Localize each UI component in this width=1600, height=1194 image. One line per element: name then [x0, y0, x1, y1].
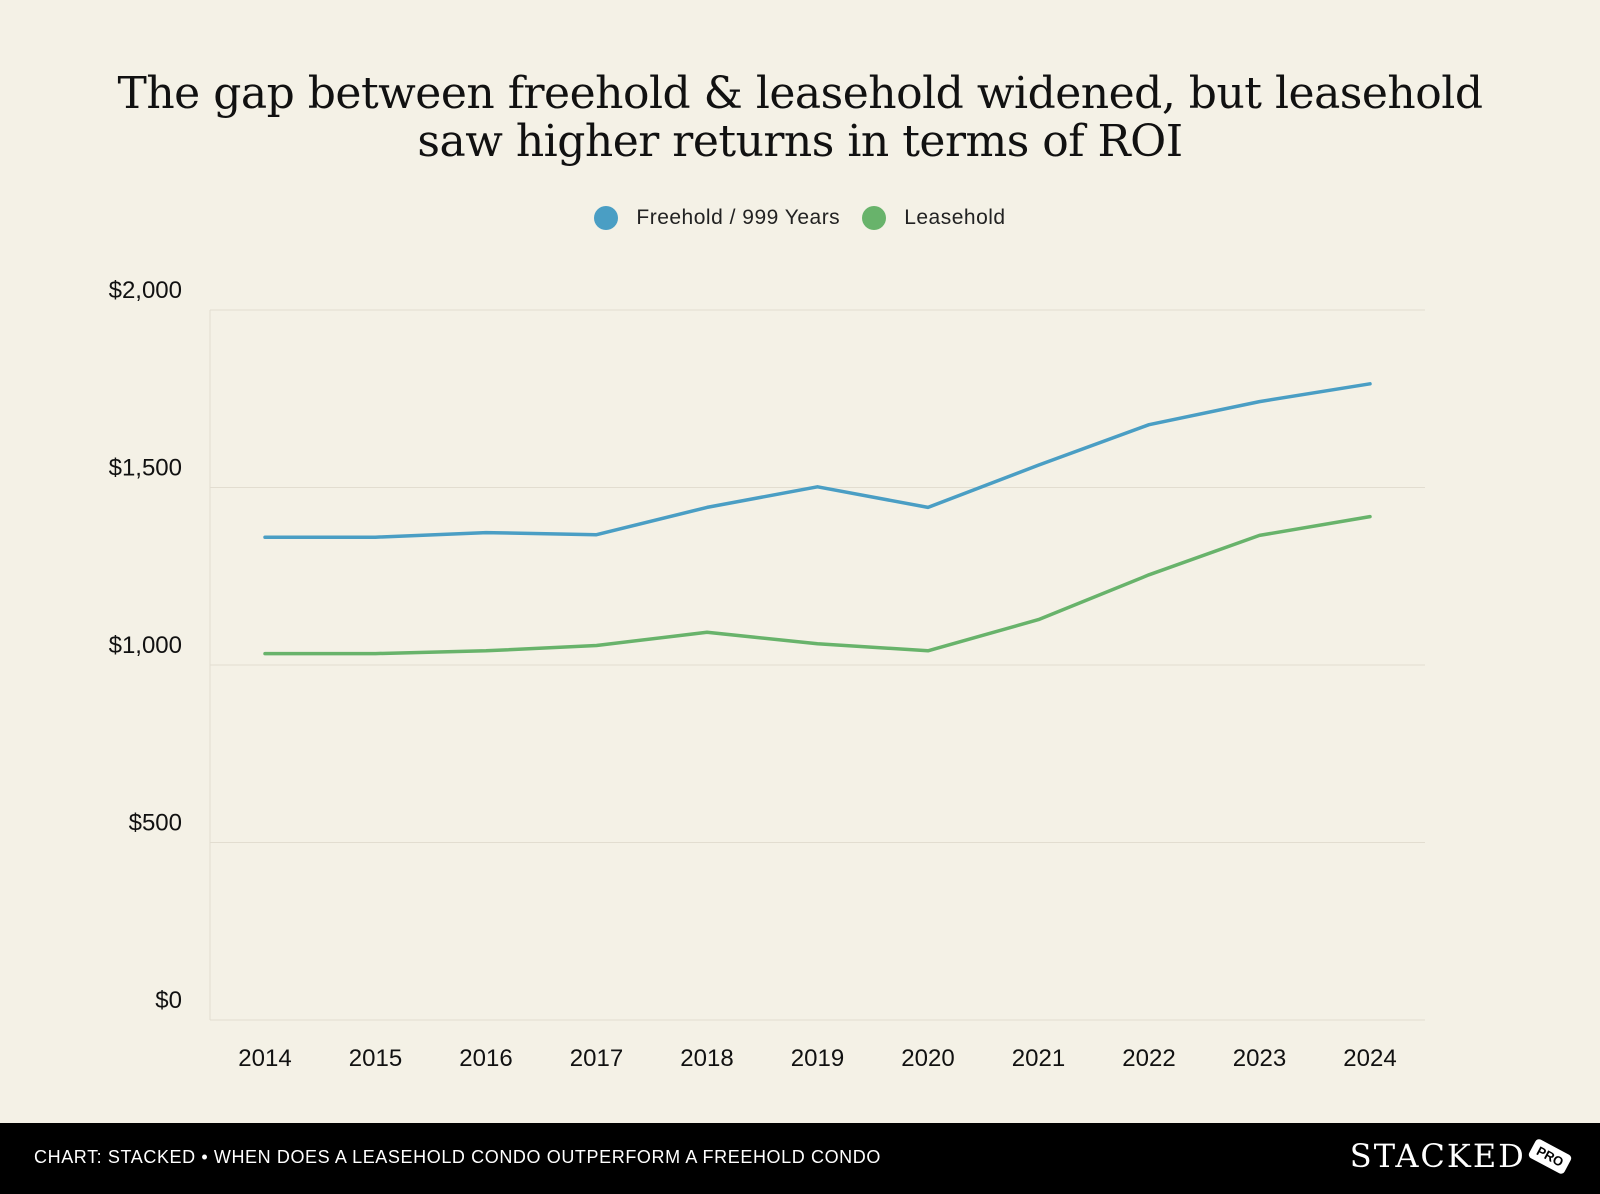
x-tick-label: 2022 — [1122, 1045, 1175, 1072]
y-tick-label: $1,500 — [109, 455, 182, 482]
y-tick-label: $2,000 — [109, 277, 182, 304]
x-tick-label: 2024 — [1343, 1045, 1396, 1072]
legend: Freehold / 999 Years Leasehold — [0, 206, 1600, 230]
legend-marker-leasehold — [862, 206, 887, 230]
legend-marker-freehold — [594, 206, 619, 230]
x-tick-label: 2015 — [349, 1045, 402, 1072]
x-tick-label: 2017 — [570, 1045, 623, 1072]
x-tick-label: 2018 — [680, 1045, 733, 1072]
legend-label-leasehold: Leasehold — [904, 206, 1006, 229]
logo-text: STACKED — [1349, 1137, 1526, 1175]
footer-caption: CHART: STACKED • WHEN DOES A LEASEHOLD C… — [34, 1147, 881, 1167]
stacked-logo: STACKED PRO — [1349, 1137, 1573, 1175]
chart-title: The gap between freehold & leasehold wid… — [117, 68, 1484, 167]
x-tick-label: 2021 — [1012, 1045, 1065, 1072]
x-tick-label: 2016 — [459, 1045, 512, 1072]
x-tick-label: 2019 — [791, 1045, 844, 1072]
x-tick-label: 2020 — [901, 1045, 954, 1072]
series-line-leasehold — [263, 514, 1372, 656]
x-tick-label: 2014 — [238, 1045, 291, 1072]
y-tick-label: $0 — [155, 987, 182, 1014]
legend-label-freehold: Freehold / 999 Years — [636, 206, 841, 229]
legend-item-leasehold: Leasehold — [862, 206, 1005, 230]
y-tick-label: $1,000 — [109, 632, 182, 659]
x-tick-label: 2023 — [1233, 1045, 1286, 1072]
y-tick-label: $500 — [129, 810, 182, 837]
line-chart: $0 $500 $1,000 $1,500 $2,000 2014 2015 2016 2017… — [109, 277, 1425, 1072]
legend-item-freehold: Freehold / 999 Years — [594, 206, 840, 230]
series-line-freehold — [263, 382, 1372, 539]
logo-pro-badge: PRO — [1527, 1137, 1573, 1175]
footer-bar: CHART: STACKED • WHEN DOES A LEASEHOLD C… — [0, 1123, 1600, 1194]
